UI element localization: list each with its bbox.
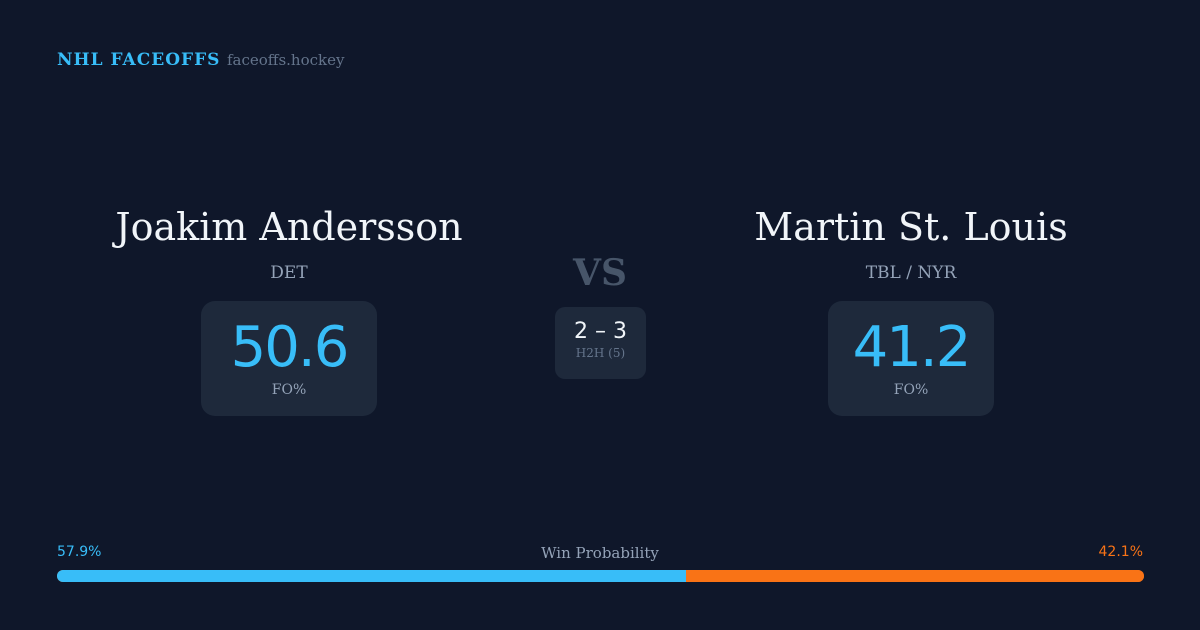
h2h-score: 2 – 3 xyxy=(574,319,627,344)
h2h-label: H2H (5) xyxy=(575,346,626,360)
player-team: DET xyxy=(270,263,308,283)
fo-label: FO% xyxy=(271,382,307,398)
fo-label: FO% xyxy=(893,382,929,398)
player-name: Joakim Andersson xyxy=(115,205,463,249)
player-team: TBL / NYR xyxy=(865,263,957,283)
win-prob-right: 42.1% xyxy=(1098,544,1143,560)
player-name: Martin St. Louis xyxy=(754,205,1068,249)
win-prob-bar-right xyxy=(686,570,1144,582)
fo-card: 50.6 FO% xyxy=(201,301,377,416)
vs-label: VS xyxy=(573,252,627,294)
player-left: Joakim Andersson DET 50.6 FO% xyxy=(39,205,539,416)
fo-value: 41.2 xyxy=(852,315,972,380)
win-prob-label: Win Probability xyxy=(541,544,659,562)
fo-value: 50.6 xyxy=(230,315,350,380)
fo-card: 41.2 FO% xyxy=(828,301,994,416)
win-prob-left: 57.9% xyxy=(57,544,102,560)
site-link[interactable]: faceoffs.hockey xyxy=(227,51,345,69)
win-prob-bar-left xyxy=(57,570,687,582)
brand-title: NHL FACEOFFS xyxy=(57,50,221,70)
player-right: Martin St. Louis TBL / NYR 41.2 FO% xyxy=(661,205,1161,416)
win-prob-bar xyxy=(57,570,1144,582)
h2h-card: 2 – 3 H2H (5) xyxy=(555,307,646,379)
